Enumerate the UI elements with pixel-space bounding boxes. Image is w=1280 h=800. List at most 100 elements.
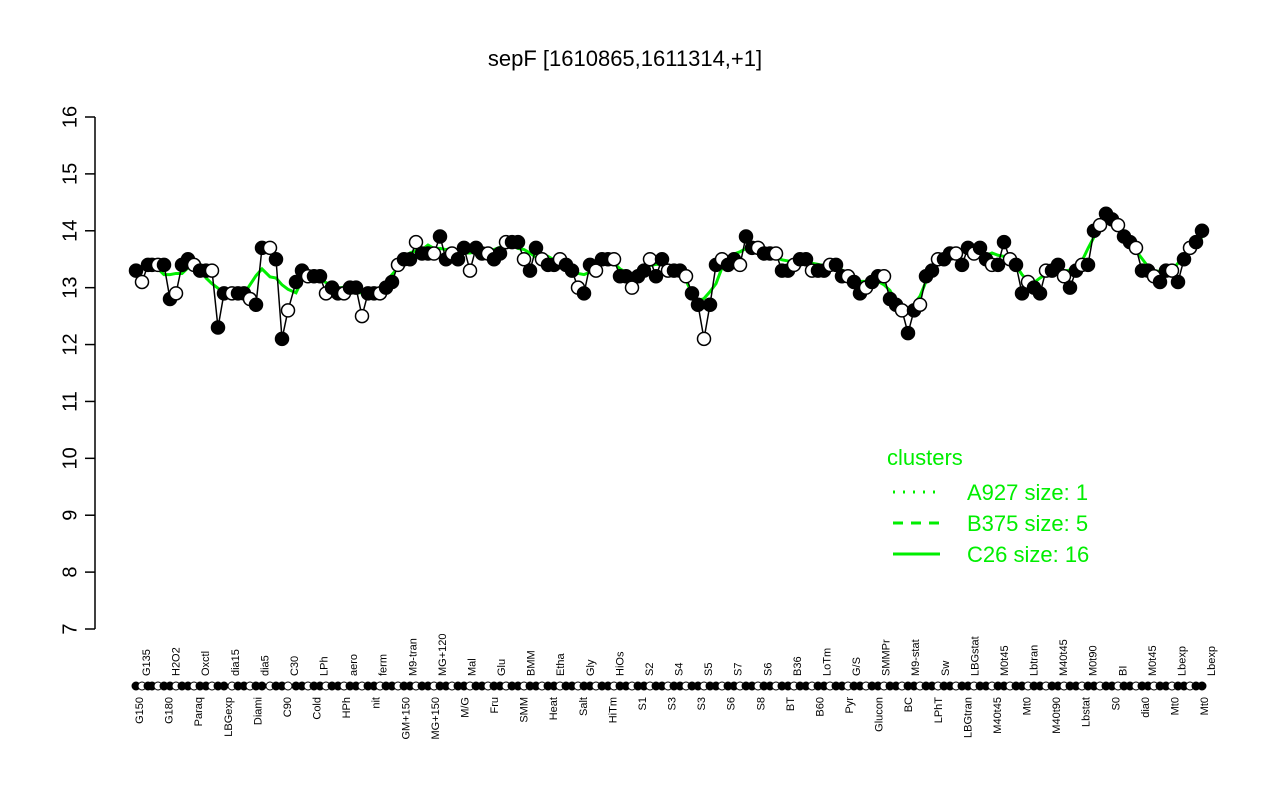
x-tick-label-bottom: S0	[1110, 697, 1122, 710]
data-point	[900, 325, 916, 341]
data-point	[1110, 217, 1126, 233]
x-tick-label-top: M9-tran	[407, 638, 419, 676]
legend-entry-label: A927 size: 1	[967, 480, 1088, 505]
x-tick-label-top: B36	[792, 656, 804, 676]
y-axis: 7 8 9 10 11 12 13 14 15 16	[59, 106, 96, 635]
data-point	[248, 297, 264, 312]
x-tick-label-bottom: Heat	[548, 697, 560, 720]
data-point	[268, 251, 284, 267]
x-tick-label-top: Sw	[940, 661, 952, 676]
data-point	[702, 297, 718, 312]
x-tick-label-top: Lbexp	[1176, 646, 1188, 676]
data-point	[690, 297, 706, 312]
data-point	[408, 234, 424, 250]
x-tick-label-bottom: G180	[164, 697, 176, 724]
x-tick-label-bottom: GM+150	[400, 697, 412, 740]
data-point	[1194, 223, 1210, 239]
x-tick-label-top: M0t45	[1147, 645, 1159, 676]
data-point	[990, 257, 1006, 273]
x-tick-label-bottom: S1	[637, 697, 649, 710]
data-point	[846, 274, 862, 290]
x-rug-marker	[219, 681, 229, 691]
x-tick-label-bottom: S3	[667, 697, 679, 710]
x-tick-label-bottom: SMM	[519, 697, 531, 723]
data-point	[636, 263, 652, 278]
data-point	[128, 263, 144, 278]
data-point	[678, 269, 694, 284]
x-tick-label-top: LBGstat	[969, 636, 981, 676]
x-tick-label-bottom: HPh	[341, 697, 353, 718]
data-point	[1080, 257, 1096, 273]
data-point	[354, 308, 370, 324]
x-tick-label-bottom: dia0	[1140, 697, 1152, 718]
data-point	[684, 286, 700, 301]
data-point	[654, 251, 670, 267]
data-point	[1014, 286, 1030, 301]
x-tick-label-top: dia15	[230, 649, 242, 676]
y-tick-label: 13	[59, 277, 81, 299]
x-tick-label-top: aero	[348, 654, 360, 676]
data-point	[588, 263, 604, 278]
data-point	[384, 274, 400, 290]
data-point	[522, 263, 538, 278]
x-tick-label-top: Glu	[496, 659, 508, 676]
data-point	[1056, 269, 1072, 284]
data-point	[1062, 280, 1078, 295]
y-tick-label: 7	[59, 623, 81, 634]
x-rug-marker	[283, 681, 293, 691]
x-axis: G135 H2O2 Oxctl dia15 dia5 C30 LPh aero ferm M9-t…	[131, 634, 1218, 740]
x-tick-label-top: LPh	[319, 656, 331, 676]
data-point	[1008, 257, 1024, 273]
x-tick-label-bottom: Cold	[312, 697, 324, 720]
data-point	[432, 229, 448, 244]
data-point	[948, 246, 964, 261]
data-point	[1176, 251, 1192, 267]
x-tick-label-bottom: M40t90	[1051, 697, 1063, 734]
x-tick-label-top: ferm	[378, 654, 390, 676]
x-tick-label-top: dia5	[259, 655, 271, 676]
data-point	[648, 269, 664, 284]
data-point	[280, 303, 296, 318]
data-point	[426, 246, 442, 261]
data-point	[134, 274, 150, 290]
data-point	[274, 331, 290, 347]
x-tick-label-bottom: LPhT	[933, 697, 945, 724]
x-tick-label-bottom: Mt0	[1169, 697, 1181, 715]
data-point	[168, 286, 184, 301]
x-tick-label-bottom: LBGexp	[223, 697, 235, 737]
x-tick-label-bottom: Mt0	[1199, 697, 1211, 715]
x-tick-label-top: Lbtran	[1029, 645, 1041, 676]
x-tick-label-bottom: Lbstat	[1081, 697, 1093, 727]
x-tick-label-top: Mal	[466, 658, 478, 676]
data-point	[210, 320, 226, 335]
data-point	[576, 286, 592, 301]
data-point	[262, 240, 278, 256]
x-tick-label-bottom: Paraq	[193, 697, 205, 726]
data-point	[1050, 257, 1066, 273]
x-rug-marker	[257, 681, 267, 691]
x-tick-label-top: M40t45	[1058, 639, 1070, 676]
data-point	[462, 263, 478, 278]
x-tick-label-top: Lbexp	[1206, 646, 1218, 676]
x-tick-label-bottom: Salt	[578, 697, 590, 716]
x-tick-label-top: G/S	[851, 657, 863, 676]
chart-title: sepF [1610865,1611314,+1]	[488, 46, 762, 71]
data-point	[894, 303, 910, 318]
x-tick-label-bottom: Fru	[489, 697, 501, 714]
data-point	[288, 274, 304, 290]
data-point	[456, 240, 472, 256]
x-tick-label-bottom: M/G	[459, 697, 471, 718]
y-tick-label: 12	[59, 333, 81, 355]
x-tick-label-bottom: C90	[282, 697, 294, 717]
x-tick-label-top: BMM	[526, 650, 538, 676]
data-point	[828, 257, 844, 273]
data-point	[876, 269, 892, 284]
data-point	[624, 280, 640, 295]
x-tick-label-top: S4	[674, 663, 686, 676]
x-tick-label-bottom: G150	[134, 697, 146, 724]
x-tick-label-bottom: MG+150	[430, 697, 442, 740]
data-point	[450, 251, 466, 267]
data-point	[156, 257, 172, 273]
y-tick-label: 16	[59, 106, 81, 128]
x-tick-label-top: HiOs	[614, 651, 626, 676]
